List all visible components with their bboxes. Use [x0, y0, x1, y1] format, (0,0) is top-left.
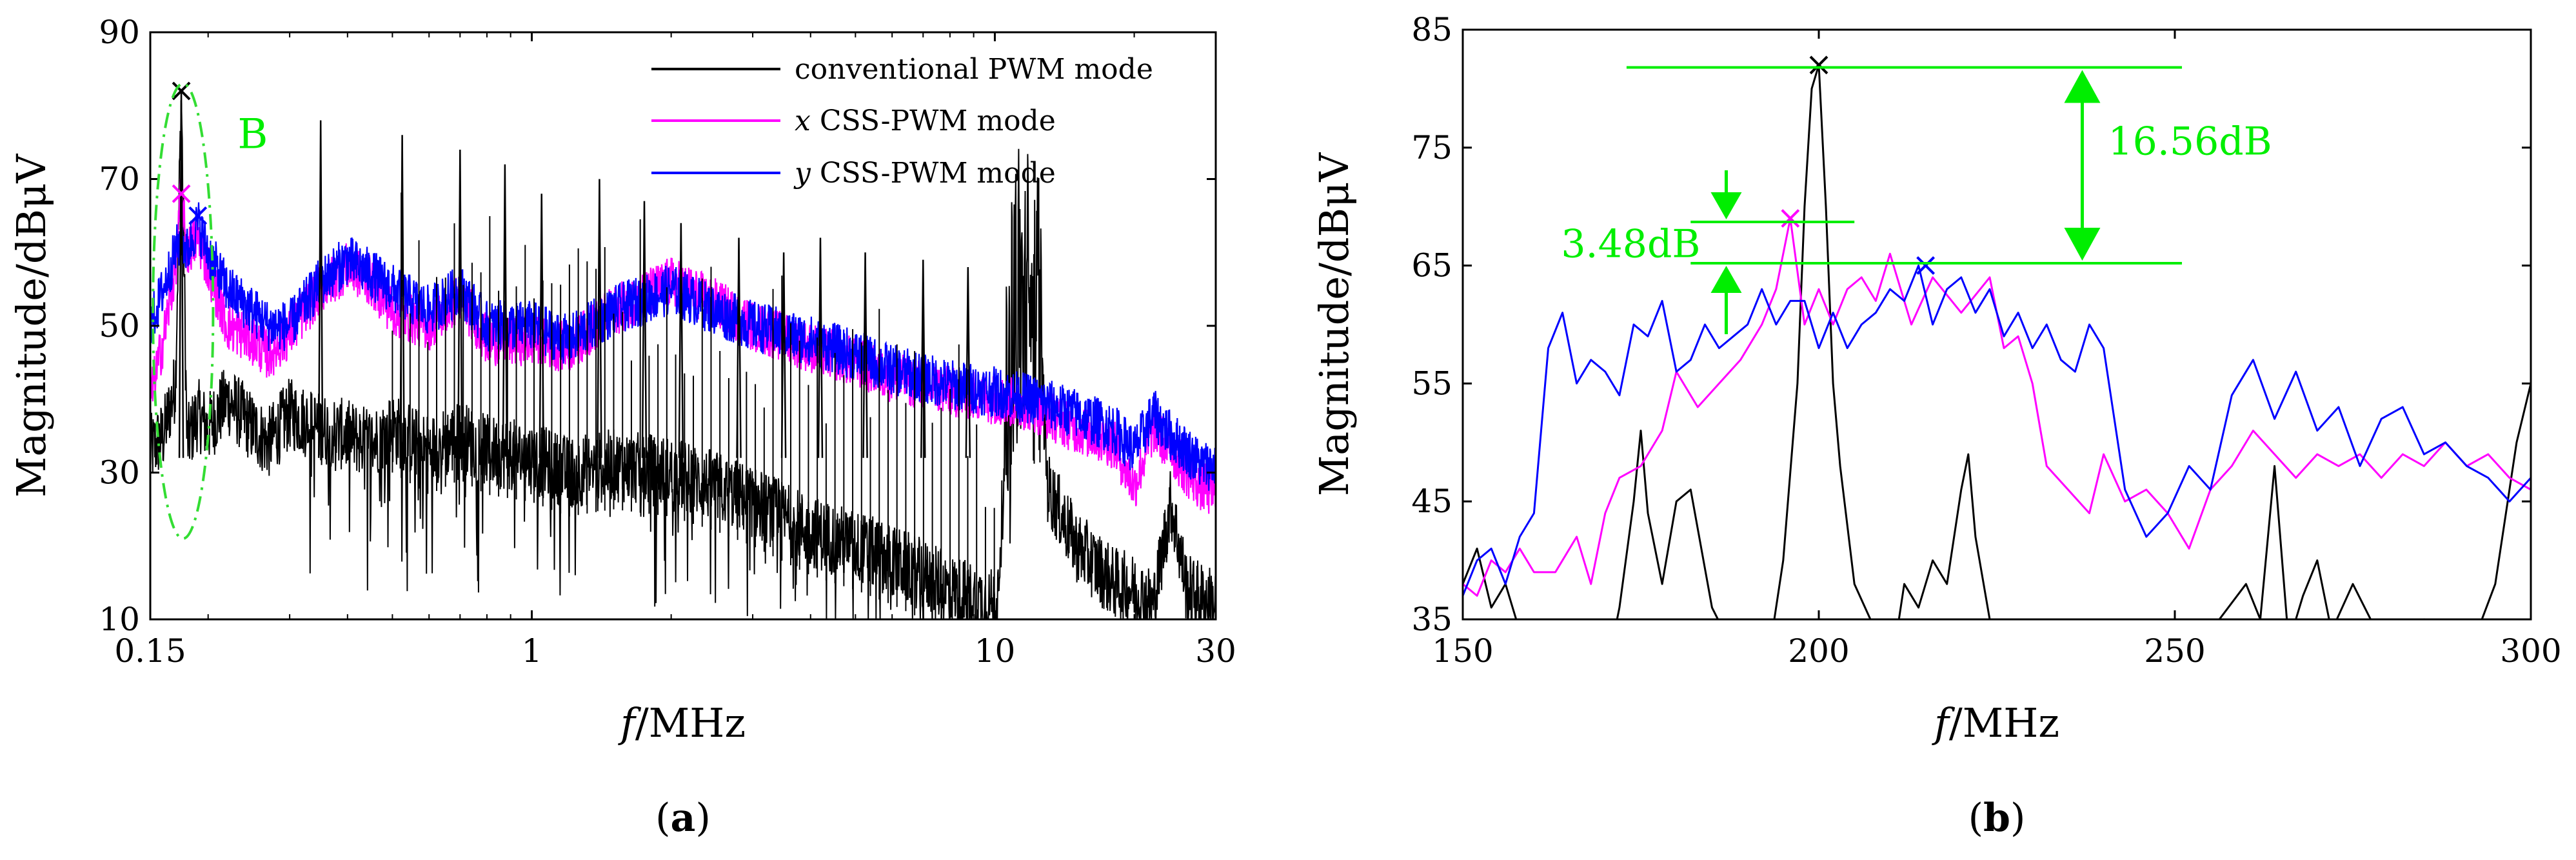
label-16-56dB: 16.56dB — [2108, 119, 2272, 165]
series-conventional-pwm-mode — [1463, 64, 2531, 619]
y-tick-label: 90 — [99, 14, 140, 51]
harmonic-peak — [641, 201, 648, 458]
y-tick-label: 50 — [99, 307, 140, 345]
panel-a-letter: a — [671, 795, 696, 841]
panel-a-plot-area — [150, 81, 1216, 619]
harmonic-peak — [597, 179, 602, 458]
panel-a-chart: 0.15 1 10 30 10 30 50 70 90 conventional PWM mod… — [8, 14, 1236, 841]
series-conventional-pwm-mode — [150, 100, 1216, 619]
x-tick-label: 200 — [1788, 632, 1849, 670]
panel-b-chart: 150 200 250 300 35 45 55 65 75 85 16.56dB 3.48dB M… — [1311, 11, 2562, 841]
legend-y-symbol: y — [793, 157, 811, 190]
series-y-css-pwm-mode — [1463, 265, 2531, 596]
legend-label-x-css: x CSS-PWM mode — [795, 105, 1056, 137]
arrow-3dB-head-bottom — [1710, 265, 1742, 293]
panel-b-plot-area — [1463, 55, 2531, 619]
harmonic-peak — [817, 237, 824, 458]
x-tick-label: 150 — [1432, 632, 1493, 670]
panel-b-xlabel-unit: /MHz — [1949, 699, 2059, 746]
panel-a-xlabel-unit: /MHz — [635, 699, 746, 746]
panel-b-ylabel: Magnitude/dBμV — [1311, 152, 1358, 497]
harmonic-peak — [862, 252, 868, 458]
harmonic-peak — [317, 120, 324, 458]
panel-b-letter: b — [1983, 795, 2010, 841]
y-tick-label: 30 — [99, 454, 140, 492]
harmonic-peak — [920, 259, 926, 458]
x-tick-label: 250 — [2144, 632, 2205, 670]
x-tick-label: 0.15 — [114, 632, 186, 670]
panel-a-caption: (a) — [655, 795, 711, 841]
peak-marker — [172, 184, 191, 203]
legend-label-y-css: y CSS-PWM mode — [793, 157, 1056, 190]
harmonic-peak — [678, 223, 684, 458]
panel-a-xlabel: f/MHz — [618, 699, 746, 746]
panel-b-axes-box — [1461, 28, 2532, 621]
harmonic-peak — [965, 266, 971, 458]
series-y-css-pwm-mode — [150, 202, 1216, 491]
arrow-16dB-head-down — [2064, 227, 2101, 261]
y-tick-label: 85 — [1411, 11, 1452, 48]
y-tick-label: 70 — [99, 161, 140, 198]
x-tick-label: 30 — [1195, 632, 1236, 670]
label-3-48dB: 3.48dB — [1561, 222, 1700, 267]
harmonic-peak — [502, 164, 508, 458]
y-tick-label: 35 — [1411, 601, 1452, 638]
panel-a-ticks: 0.15 1 10 30 10 30 50 70 90 — [99, 14, 1236, 670]
y-tick-label: 75 — [1411, 129, 1452, 166]
peak-marker — [1916, 256, 1936, 275]
panel-a-ylabel: Magnitude/dBμV — [8, 154, 55, 498]
peak-marker — [1809, 55, 1828, 75]
legend-label-conventional: conventional PWM mode — [795, 53, 1153, 86]
legend-x-symbol: x — [795, 105, 811, 137]
panel-b-annotations: 16.56dB 3.48dB — [1561, 66, 2272, 334]
y-tick-label: 10 — [99, 601, 140, 638]
panel-a-legend: conventional PWM mode x CSS-PWM mode y C… — [651, 53, 1153, 190]
legend-x-text: CSS-PWM mode — [811, 105, 1056, 137]
panel-b-ticks: 150 200 250 300 35 45 55 65 75 85 — [1411, 11, 2561, 670]
x-tick-label: 1 — [522, 632, 542, 670]
series-x-css-pwm-mode — [1463, 217, 2531, 597]
arrow-16dB-head-up — [2064, 70, 2101, 103]
peak-marker — [1781, 209, 1800, 228]
y-tick-label: 45 — [1411, 483, 1452, 520]
x-tick-label: 10 — [975, 632, 1016, 670]
y-tick-label: 65 — [1411, 247, 1452, 285]
arrow-3dB-head-top — [1710, 192, 1742, 219]
y-tick-label: 55 — [1411, 365, 1452, 402]
region-b-label: B — [237, 110, 268, 158]
peak-marker — [188, 206, 208, 225]
panel-b-xlabel: f/MHz — [1932, 699, 2059, 746]
harmonic-peak — [457, 149, 463, 458]
legend-y-text: CSS-PWM mode — [811, 157, 1056, 190]
panel-b-caption: (b) — [1968, 795, 2026, 841]
x-tick-label: 300 — [2500, 632, 2561, 670]
region-b-ellipse — [152, 82, 215, 540]
